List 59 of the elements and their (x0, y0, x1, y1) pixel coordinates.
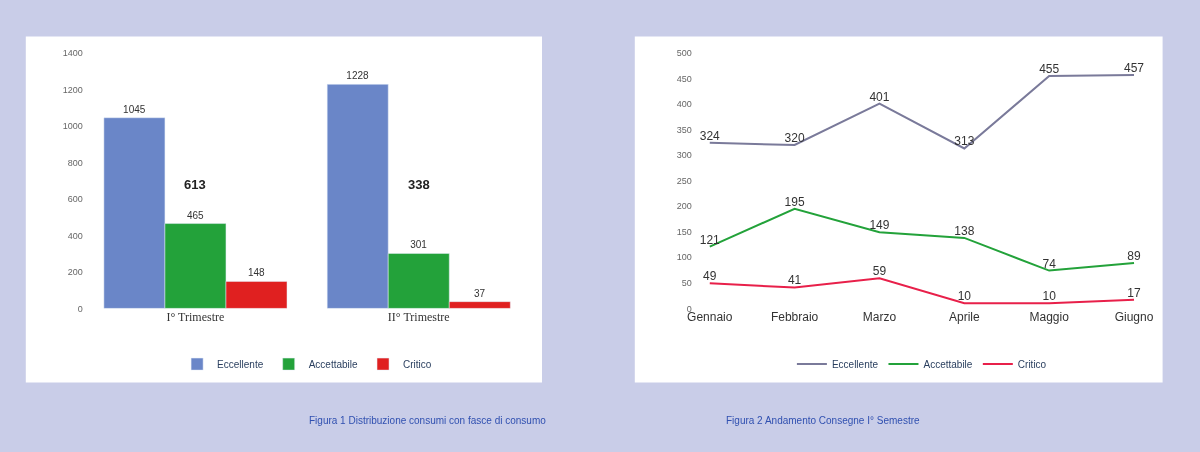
legend-label: Eccellente (217, 359, 264, 370)
y-tick-label: 200 (676, 201, 692, 212)
text: Figura 1 Distribuzione consumi con fasce di consumo (309, 415, 547, 426)
data-label: 148 (247, 267, 266, 279)
data-label: 401 (869, 89, 890, 104)
y-tick-label: 0 (77, 303, 83, 314)
data-label: 138 (954, 223, 975, 238)
y-tick-label: 600 (67, 194, 83, 205)
text: Figura 2 Andamento Consegne I° Semestre (726, 415, 920, 426)
data-label: 49 (703, 269, 717, 284)
y-tick-label: 800 (67, 157, 83, 168)
y-tick-label: 250 (676, 175, 692, 186)
y-tick-label: 150 (676, 226, 692, 237)
y-tick-label: 100 (676, 252, 692, 263)
data-label: 1045 (123, 103, 146, 115)
x-tick-label: Marzo (862, 310, 897, 325)
legend-label: Accettabile (923, 359, 973, 370)
x-tick-label: Giugno (1114, 310, 1154, 325)
data-label: 121 (699, 232, 721, 247)
legend-label: Critico (403, 359, 432, 370)
data-label: 320 (784, 130, 805, 145)
data-label: 457 (1124, 60, 1145, 75)
data-label: 149 (869, 218, 890, 233)
x-tick-label: Maggio (1029, 310, 1070, 325)
data-label: 10 (1042, 289, 1057, 304)
legend-label: Eccellente (831, 359, 879, 370)
data-label: 41 (787, 273, 802, 288)
y-tick-label: 1000 (62, 121, 83, 132)
data-label: 465 (186, 209, 205, 221)
x-tick-label: II° Trimestre (387, 310, 450, 325)
y-tick-label: 400 (676, 99, 692, 110)
data-label: 17 (1127, 285, 1142, 300)
annotation: 338 (408, 177, 430, 192)
y-tick-label: 450 (676, 73, 692, 84)
data-label: 301 (410, 239, 428, 251)
x-tick-label: Febbraio (770, 310, 819, 325)
data-label: 89 (1127, 248, 1142, 263)
data-label: 455 (1039, 61, 1060, 76)
y-tick-label: 350 (676, 124, 692, 135)
legend-label: Critico (1017, 359, 1047, 370)
data-label: 1228 (346, 70, 370, 82)
y-tick-label: 1400 (62, 48, 83, 59)
data-label: 195 (784, 194, 805, 209)
x-tick-label: I° Trimestre (166, 310, 225, 325)
y-tick-label: 1200 (62, 84, 83, 95)
y-tick-label: 200 (67, 267, 83, 278)
data-label: 10 (957, 289, 972, 304)
annotation: 613 (184, 177, 206, 192)
data-label: 324 (699, 128, 721, 143)
y-tick-label: 400 (67, 230, 83, 241)
legend-label: Accettabile (308, 359, 359, 370)
y-tick-label: 50 (681, 278, 692, 289)
data-label: 313 (954, 134, 975, 149)
y-tick-label: 500 (676, 48, 692, 59)
y-tick-label: 300 (676, 150, 692, 161)
x-tick-label: Aprile (948, 310, 980, 325)
data-label: 74 (1042, 256, 1057, 271)
data-label: 59 (872, 264, 887, 279)
data-label: 37 (474, 287, 486, 299)
